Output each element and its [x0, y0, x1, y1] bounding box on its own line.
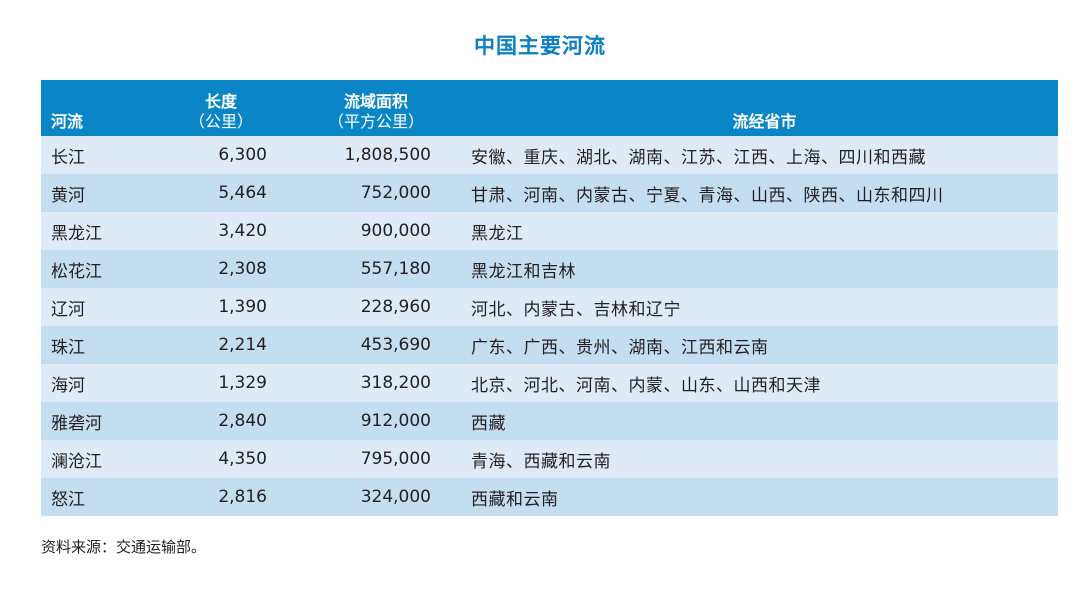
cell-provinces: 黑龙江和吉林: [471, 261, 576, 282]
rivers-table: 河流 长度 （公里） 流域面积 （平方公里） 流经省市 长江 6,300 1,8…: [41, 80, 1058, 516]
cell-area: 318,200: [360, 373, 431, 393]
header-length-label: 长度: [204, 92, 237, 111]
cell-area: 453,690: [360, 335, 431, 355]
cell-length: 5,464: [218, 183, 267, 203]
cell-length: 2,840: [218, 411, 267, 431]
cell-length: 2,816: [218, 487, 267, 507]
cell-river: 珠江: [51, 337, 85, 358]
cell-river: 长江: [51, 147, 85, 168]
table-row: 黄河 5,464 752,000 甘肃、河南、内蒙古、宁夏、青海、山西、陕西、山…: [41, 174, 1058, 212]
cell-provinces: 河北、内蒙古、吉林和辽宁: [471, 299, 681, 320]
cell-river: 澜沧江: [51, 451, 102, 472]
table-row: 怒江 2,816 324,000 西藏和云南: [41, 478, 1058, 516]
cell-area: 1,808,500: [344, 145, 431, 165]
table-row: 辽河 1,390 228,960 河北、内蒙古、吉林和辽宁: [41, 288, 1058, 326]
cell-length: 6,300: [218, 145, 267, 165]
cell-area: 228,960: [360, 297, 431, 317]
table-row: 黑龙江 3,420 900,000 黑龙江: [41, 212, 1058, 250]
header-area-label: 流域面积: [343, 92, 408, 111]
cell-provinces: 广东、广西、贵州、湖南、江西和云南: [471, 337, 769, 358]
cell-area: 795,000: [360, 449, 431, 469]
cell-river: 辽河: [51, 299, 85, 320]
cell-area: 912,000: [360, 411, 431, 431]
table-row: 澜沧江 4,350 795,000 青海、西藏和云南: [41, 440, 1058, 478]
cell-length: 2,214: [218, 335, 267, 355]
cell-provinces: 青海、西藏和云南: [471, 451, 611, 472]
header-river: 河流: [51, 112, 84, 131]
table-row: 珠江 2,214 453,690 广东、广西、贵州、湖南、江西和云南: [41, 326, 1058, 364]
cell-length: 3,420: [218, 221, 267, 241]
cell-river: 怒江: [51, 489, 85, 510]
cell-provinces: 黑龙江: [471, 223, 524, 244]
cell-length: 2,308: [218, 259, 267, 279]
cell-area: 557,180: [360, 259, 431, 279]
cell-river: 黄河: [51, 185, 85, 206]
cell-length: 4,350: [218, 449, 267, 469]
cell-area: 324,000: [360, 487, 431, 507]
cell-river: 海河: [51, 375, 85, 396]
cell-river: 黑龙江: [51, 223, 102, 244]
header-provinces: 流经省市: [732, 112, 797, 131]
cell-provinces: 甘肃、河南、内蒙古、宁夏、青海、山西、陕西、山东和四川: [471, 185, 944, 206]
cell-area: 900,000: [360, 221, 431, 241]
header-length-unit: （公里）: [188, 112, 253, 131]
cell-provinces: 北京、河北、河南、内蒙、山东、山西和天津: [471, 375, 821, 396]
cell-length: 1,329: [218, 373, 267, 393]
header-area-unit: （平方公里）: [327, 112, 424, 131]
table-row: 雅砻河 2,840 912,000 西藏: [41, 402, 1058, 440]
cell-area: 752,000: [360, 183, 431, 203]
cell-provinces: 西藏: [471, 413, 506, 434]
cell-length: 1,390: [218, 297, 267, 317]
page-title: 中国主要河流: [474, 34, 606, 58]
cell-river: 松花江: [51, 261, 102, 282]
header-length: 长度 （公里）: [161, 80, 281, 136]
cell-provinces: 西藏和云南: [471, 489, 559, 510]
table-header-row: 河流 长度 （公里） 流域面积 （平方公里） 流经省市: [41, 80, 1058, 136]
table-row: 长江 6,300 1,808,500 安徽、重庆、湖北、湖南、江苏、江西、上海、…: [41, 136, 1058, 174]
cell-provinces: 安徽、重庆、湖北、湖南、江苏、江西、上海、四川和西藏: [471, 147, 926, 168]
table-row: 海河 1,329 318,200 北京、河北、河南、内蒙、山东、山西和天津: [41, 364, 1058, 402]
cell-river: 雅砻河: [51, 413, 102, 434]
header-area: 流域面积 （平方公里）: [281, 80, 471, 136]
table-row: 松花江 2,308 557,180 黑龙江和吉林: [41, 250, 1058, 288]
source-note: 资料来源：交通运输部。: [41, 538, 207, 556]
